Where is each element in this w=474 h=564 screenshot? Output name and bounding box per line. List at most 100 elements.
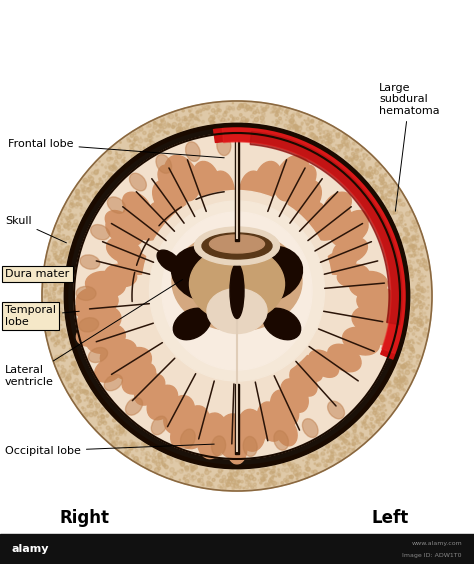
Circle shape bbox=[232, 488, 234, 490]
Ellipse shape bbox=[115, 347, 151, 380]
Circle shape bbox=[278, 469, 279, 470]
Circle shape bbox=[306, 127, 310, 131]
Circle shape bbox=[46, 316, 50, 321]
Circle shape bbox=[363, 158, 365, 160]
Circle shape bbox=[136, 446, 137, 447]
Circle shape bbox=[115, 445, 118, 447]
Circle shape bbox=[70, 348, 72, 350]
Circle shape bbox=[207, 108, 208, 109]
Circle shape bbox=[359, 159, 363, 162]
Circle shape bbox=[101, 164, 103, 166]
Circle shape bbox=[375, 186, 379, 190]
Circle shape bbox=[96, 187, 99, 189]
Circle shape bbox=[419, 310, 423, 313]
Circle shape bbox=[162, 458, 166, 462]
Circle shape bbox=[332, 445, 337, 449]
Circle shape bbox=[200, 110, 202, 112]
Circle shape bbox=[64, 262, 66, 263]
Circle shape bbox=[410, 356, 413, 359]
Circle shape bbox=[272, 121, 274, 123]
Circle shape bbox=[393, 212, 395, 214]
Circle shape bbox=[49, 316, 54, 321]
Circle shape bbox=[119, 424, 123, 428]
Ellipse shape bbox=[185, 142, 200, 161]
Circle shape bbox=[190, 114, 193, 118]
Circle shape bbox=[417, 328, 419, 331]
Circle shape bbox=[363, 153, 364, 155]
Bar bbox=[235, 133, 239, 241]
Circle shape bbox=[353, 430, 356, 433]
Circle shape bbox=[342, 439, 345, 442]
Circle shape bbox=[232, 117, 236, 121]
Circle shape bbox=[54, 343, 57, 347]
Circle shape bbox=[338, 452, 342, 456]
Circle shape bbox=[73, 223, 76, 227]
Circle shape bbox=[157, 125, 159, 126]
Circle shape bbox=[387, 208, 390, 210]
Circle shape bbox=[264, 483, 267, 486]
Ellipse shape bbox=[79, 318, 99, 332]
Circle shape bbox=[68, 209, 71, 212]
Circle shape bbox=[192, 479, 194, 481]
Circle shape bbox=[58, 313, 62, 317]
Circle shape bbox=[349, 156, 353, 161]
Circle shape bbox=[79, 396, 80, 398]
Circle shape bbox=[148, 459, 150, 461]
Circle shape bbox=[76, 203, 79, 205]
Circle shape bbox=[112, 431, 117, 435]
Circle shape bbox=[48, 322, 51, 325]
Circle shape bbox=[305, 474, 309, 478]
Circle shape bbox=[81, 206, 82, 207]
Circle shape bbox=[351, 433, 355, 438]
Circle shape bbox=[417, 283, 420, 285]
Circle shape bbox=[55, 355, 59, 359]
Circle shape bbox=[138, 138, 143, 143]
Circle shape bbox=[407, 232, 410, 235]
Circle shape bbox=[213, 121, 216, 124]
Circle shape bbox=[54, 235, 56, 238]
Circle shape bbox=[233, 472, 238, 477]
Circle shape bbox=[315, 456, 319, 459]
Circle shape bbox=[240, 104, 242, 105]
Circle shape bbox=[242, 106, 244, 108]
Circle shape bbox=[253, 478, 256, 481]
Circle shape bbox=[245, 121, 247, 123]
Circle shape bbox=[160, 127, 164, 131]
Circle shape bbox=[45, 312, 47, 315]
Circle shape bbox=[56, 258, 58, 260]
Circle shape bbox=[381, 398, 385, 402]
Circle shape bbox=[261, 121, 262, 122]
Circle shape bbox=[369, 422, 372, 425]
Circle shape bbox=[390, 396, 392, 399]
Circle shape bbox=[343, 141, 345, 143]
Circle shape bbox=[70, 217, 72, 218]
Circle shape bbox=[292, 125, 297, 129]
Circle shape bbox=[96, 412, 97, 413]
Circle shape bbox=[187, 117, 191, 121]
Circle shape bbox=[324, 450, 325, 451]
Circle shape bbox=[423, 262, 427, 266]
Circle shape bbox=[214, 475, 217, 478]
Circle shape bbox=[67, 371, 72, 376]
Ellipse shape bbox=[151, 416, 167, 435]
Circle shape bbox=[66, 381, 69, 384]
Circle shape bbox=[263, 475, 265, 478]
Circle shape bbox=[339, 150, 340, 151]
Circle shape bbox=[377, 420, 378, 421]
Circle shape bbox=[198, 479, 201, 482]
Circle shape bbox=[228, 479, 232, 484]
Circle shape bbox=[410, 237, 414, 241]
Circle shape bbox=[163, 125, 166, 129]
Circle shape bbox=[101, 408, 103, 409]
Circle shape bbox=[286, 112, 287, 113]
Circle shape bbox=[354, 167, 358, 171]
Circle shape bbox=[354, 166, 357, 170]
Circle shape bbox=[137, 130, 139, 133]
Circle shape bbox=[418, 270, 420, 273]
Circle shape bbox=[287, 462, 291, 465]
Circle shape bbox=[81, 190, 83, 192]
Circle shape bbox=[61, 301, 64, 303]
Circle shape bbox=[210, 484, 211, 486]
Ellipse shape bbox=[100, 340, 137, 368]
Circle shape bbox=[44, 272, 47, 276]
